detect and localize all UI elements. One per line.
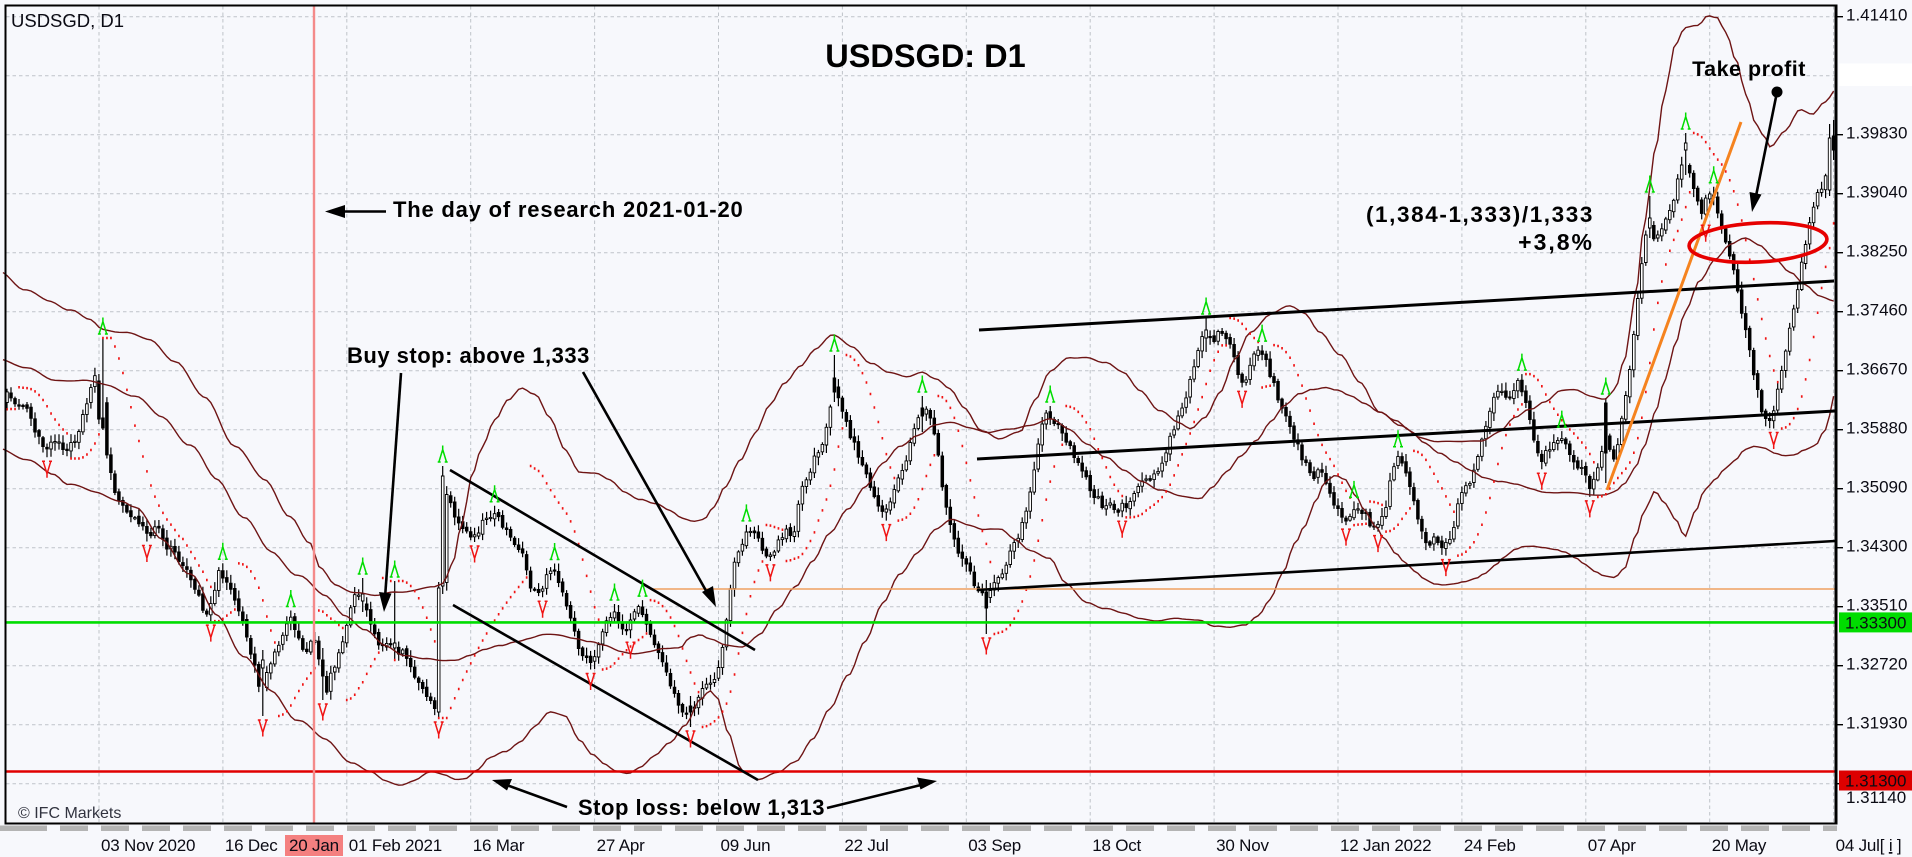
svg-text:07 Apr: 07 Apr <box>1588 836 1636 855</box>
svg-text:1.31930: 1.31930 <box>1846 714 1907 733</box>
svg-text:1.33510: 1.33510 <box>1846 596 1907 615</box>
svg-text:1.35880: 1.35880 <box>1846 419 1907 438</box>
svg-text:03 Nov 2020: 03 Nov 2020 <box>101 836 195 855</box>
svg-text:12 Jan 2022: 12 Jan 2022 <box>1340 836 1431 855</box>
svg-text:1.31140: 1.31140 <box>1846 788 1906 807</box>
svg-text:04 Jul[ i ]: 04 Jul[ i ] <box>1836 836 1902 855</box>
svg-text:Stop loss: below 1,313: Stop loss: below 1,313 <box>578 795 825 820</box>
svg-text:1.32720: 1.32720 <box>1846 655 1907 674</box>
svg-text:1.35090: 1.35090 <box>1846 478 1907 497</box>
svg-text:18 Oct: 18 Oct <box>1092 836 1141 855</box>
svg-text:16 Mar: 16 Mar <box>473 836 525 855</box>
svg-text:© IFC Markets: © IFC Markets <box>18 805 121 822</box>
svg-text:The day of research 2021-01-20: The day of research 2021-01-20 <box>393 197 744 222</box>
svg-text:20 Jan: 20 Jan <box>289 836 339 855</box>
svg-text:1.41410: 1.41410 <box>1846 6 1907 25</box>
svg-text:27 Apr: 27 Apr <box>597 836 645 855</box>
svg-text:24 Feb: 24 Feb <box>1464 836 1516 855</box>
svg-text:09 Jun: 09 Jun <box>721 836 771 855</box>
svg-text:1.39040: 1.39040 <box>1846 183 1907 202</box>
svg-text:1.34300: 1.34300 <box>1846 537 1907 556</box>
svg-text:USDSGD: D1: USDSGD: D1 <box>825 38 1025 74</box>
svg-text:1.31300: 1.31300 <box>1845 772 1906 791</box>
svg-text:USDSGD, D1: USDSGD, D1 <box>11 10 124 31</box>
svg-text:1.36670: 1.36670 <box>1846 360 1907 379</box>
svg-text:16 Dec: 16 Dec <box>225 836 278 855</box>
svg-text:1.33300: 1.33300 <box>1845 613 1906 632</box>
svg-text:Take profit: Take profit <box>1692 57 1806 81</box>
svg-text:22 Jul: 22 Jul <box>844 836 888 855</box>
svg-text:(1,384-1,333)/1,333: (1,384-1,333)/1,333 <box>1366 202 1594 227</box>
svg-text:03 Sep: 03 Sep <box>968 836 1021 855</box>
svg-text:20 May: 20 May <box>1712 836 1767 855</box>
svg-text:+3,8%: +3,8% <box>1518 229 1594 255</box>
svg-text:01 Feb 2021: 01 Feb 2021 <box>349 836 442 855</box>
svg-text:Buy stop: above 1,333: Buy stop: above 1,333 <box>347 343 590 368</box>
svg-text:1.39830: 1.39830 <box>1846 124 1907 143</box>
svg-text:30 Nov: 30 Nov <box>1216 836 1269 855</box>
svg-text:1.37460: 1.37460 <box>1846 301 1907 320</box>
svg-text:1.38250: 1.38250 <box>1846 242 1907 261</box>
